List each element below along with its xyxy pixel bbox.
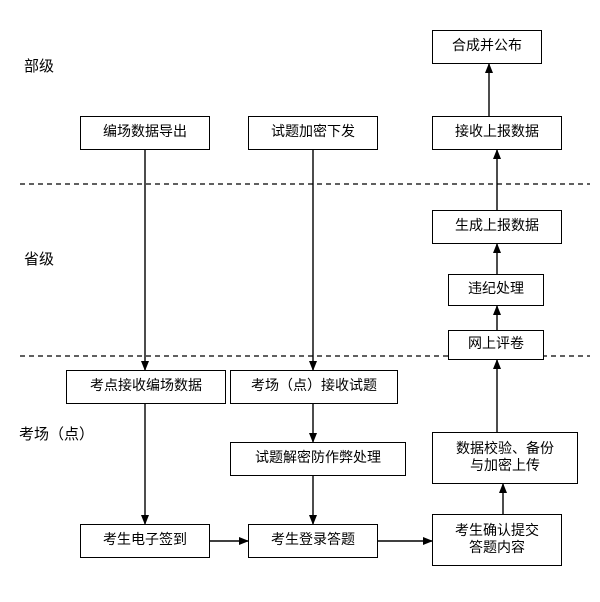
flow-node-n-wangshang: 网上评卷 xyxy=(448,330,544,360)
flow-node-n-hecheng: 合成并公布 xyxy=(432,30,542,64)
flow-node-n-qiandao: 考生电子签到 xyxy=(80,524,210,558)
flow-node-n-jiaoyan: 数据校验、备份 与加密上传 xyxy=(432,432,578,484)
flow-node-n-shiti-xf: 试题加密下发 xyxy=(248,116,378,150)
flow-node-n-shengcheng: 生成上报数据 xyxy=(432,210,562,244)
flowchart-stage: 合成并公布编场数据导出 试题加密下发 接收上报数据生成上报数据违纪处理网上评卷考点接… xyxy=(0,0,600,602)
section-label-lbl-kaochang: 考场（点） xyxy=(19,423,94,444)
flow-node-n-jiemi: 试题解密防作弊处理 xyxy=(230,442,406,476)
flow-node-n-tijiao: 考生确认提交 答题内容 xyxy=(432,514,562,566)
flow-node-n-bianchang: 编场数据导出 xyxy=(80,116,210,150)
flow-node-n-kd-js: 考点接收编场数据 xyxy=(66,370,226,404)
flow-node-n-kc-js: 考场（点）接收试题 xyxy=(230,370,398,404)
section-label-lbl-buji: 部级 xyxy=(24,55,54,76)
flow-node-n-denglu: 考生登录答题 xyxy=(248,524,378,558)
flow-node-n-weiji: 违纪处理 xyxy=(448,274,544,306)
flow-node-n-jieshou-sb: 接收上报数据 xyxy=(432,116,562,150)
section-label-lbl-shengji: 省级 xyxy=(24,248,54,269)
